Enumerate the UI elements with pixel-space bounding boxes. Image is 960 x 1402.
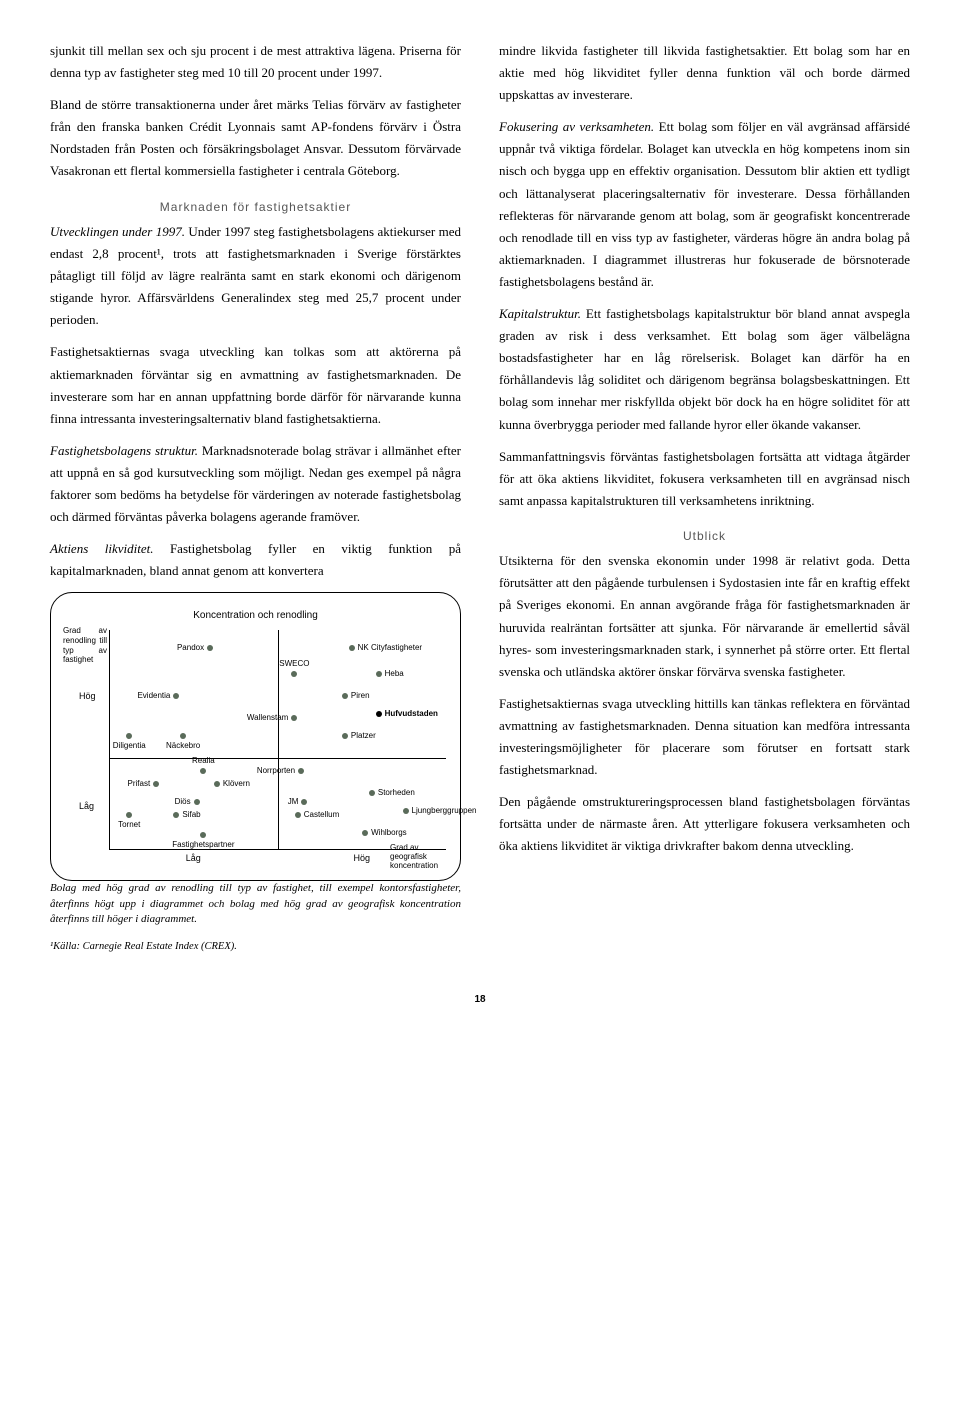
y-tick: Hög [79,689,96,704]
chart-point [362,830,368,836]
chart-point [194,799,200,805]
chart-point-label: Realia [192,754,215,768]
chart-point-label: Fastighetspartner [172,838,234,852]
chart-point-label: Hufvudstaden [385,707,438,721]
left-p2: Bland de större transaktionerna under år… [50,94,461,182]
left-p6: Aktiens likviditet. Fastighetsbolag fyll… [50,538,461,582]
chart-point-label: Ljungberggruppen [412,804,477,818]
right-p5: Utsikterna för den svenska ekonomin unde… [499,550,910,683]
chart-point-label: Piren [351,690,370,704]
y-axis-line [109,630,110,850]
chart-point [403,808,409,814]
x-tick: Låg [186,851,201,866]
right-p2-body: Ett bolag som följer en väl avgränsad af… [499,119,910,289]
chart-point-label: Prifast [128,778,151,792]
left-p1: sjunkit till mellan sex och sju procent … [50,40,461,84]
heading-marknaden: Marknaden för fastighetsaktier [50,197,461,217]
right-p4: Sammanfattningsvis förväntas fastighetsb… [499,446,910,512]
chart-caption: Bolag med hög grad av renodling till typ… [50,881,461,927]
chart-point-label: Diligentia [113,739,146,753]
chart-point-label: Heba [385,668,404,682]
chart-point [295,812,301,818]
chart-point-label: Näckebro [166,739,200,753]
chart-point-label: JM [288,795,299,809]
x-axis-label: Grad av geografisk koncentration [390,844,450,870]
chart-point [342,693,348,699]
chart-point [301,799,307,805]
runin-utvecklingen: Utvecklingen under 1997. [50,224,185,239]
chart-point-label: Klövern [223,778,250,792]
right-p7: Den pågående omstruktureringsprocessen b… [499,791,910,857]
left-p4: Fastighetsaktiernas svaga utveckling kan… [50,341,461,429]
chart-point [153,781,159,787]
left-p5: Fastighetsbolagens struktur. Marknadsnot… [50,440,461,528]
chart-point [173,812,179,818]
chart-point [126,733,132,739]
chart-point [291,715,297,721]
chart-point-label: Platzer [351,729,376,743]
chart-point-label: Sifab [182,808,200,822]
chart-point [200,768,206,774]
chart-point [207,645,213,651]
chart-point [369,790,375,796]
chart-plot-area: Grad av renodling till typ av fastighet … [109,630,446,870]
chart-point [200,832,206,838]
chart-point-label: Castellum [304,808,340,822]
chart-point-label: Diös [175,795,191,809]
right-p2: Fokusering av verksamheten. Ett bolag so… [499,116,910,293]
runin-fokusering: Fokusering av verksamheten. [499,119,654,134]
chart-point [126,812,132,818]
chart-point-label: Wihlborgs [371,826,407,840]
chart-point-label: NK Cityfastigheter [358,641,422,655]
x-tick: Hög [353,851,370,866]
left-p3-body: Under 1997 steg fastighetsbolagens aktie… [50,224,461,327]
runin-likviditet: Aktiens likviditet. [50,541,153,556]
right-p3-body: Ett fastighetsbolags kapitalstruktur bör… [499,306,910,431]
right-column: mindre likvida fastigheter till likvida … [499,40,910,965]
chart-point-label: Storheden [378,786,415,800]
chart-point [298,768,304,774]
chart-title: Koncentration och renodling [65,607,446,624]
runin-kapitalstruktur: Kapitalstruktur. [499,306,581,321]
y-tick: Låg [79,799,94,814]
chart-point-label: Wallenstam [247,712,289,726]
chart-point-label: SWECO [279,658,309,672]
chart-point [214,781,220,787]
right-p3: Kapitalstruktur. Ett fastighetsbolags ka… [499,303,910,436]
right-p1: mindre likvida fastigheter till likvida … [499,40,910,106]
chart-point-label: Pandox [177,641,204,655]
left-p3: Utvecklingen under 1997. Under 1997 steg… [50,221,461,331]
left-column: sjunkit till mellan sex och sju procent … [50,40,461,965]
heading-utblick: Utblick [499,526,910,546]
chart-point-label: Evidentia [137,690,170,704]
chart-point [376,711,382,717]
footnote: ¹Källa: Carnegie Real Estate Index (CREX… [50,938,461,956]
chart-point [349,645,355,651]
right-p6: Fastighetsaktiernas svaga utveckling hit… [499,693,910,781]
runin-struktur: Fastighetsbolagens struktur. [50,443,198,458]
chart-point [291,671,297,677]
chart-point-label: Tornet [118,818,140,832]
chart-point [173,693,179,699]
chart-point [342,733,348,739]
chart-point [376,671,382,677]
page-number: 18 [50,991,910,1008]
chart-point [180,733,186,739]
chart-point-label: Norrporten [257,764,295,778]
scatter-chart: Koncentration och renodling Grad av reno… [50,592,461,881]
y-axis-label: Grad av renodling till typ av fastighet [63,626,107,664]
